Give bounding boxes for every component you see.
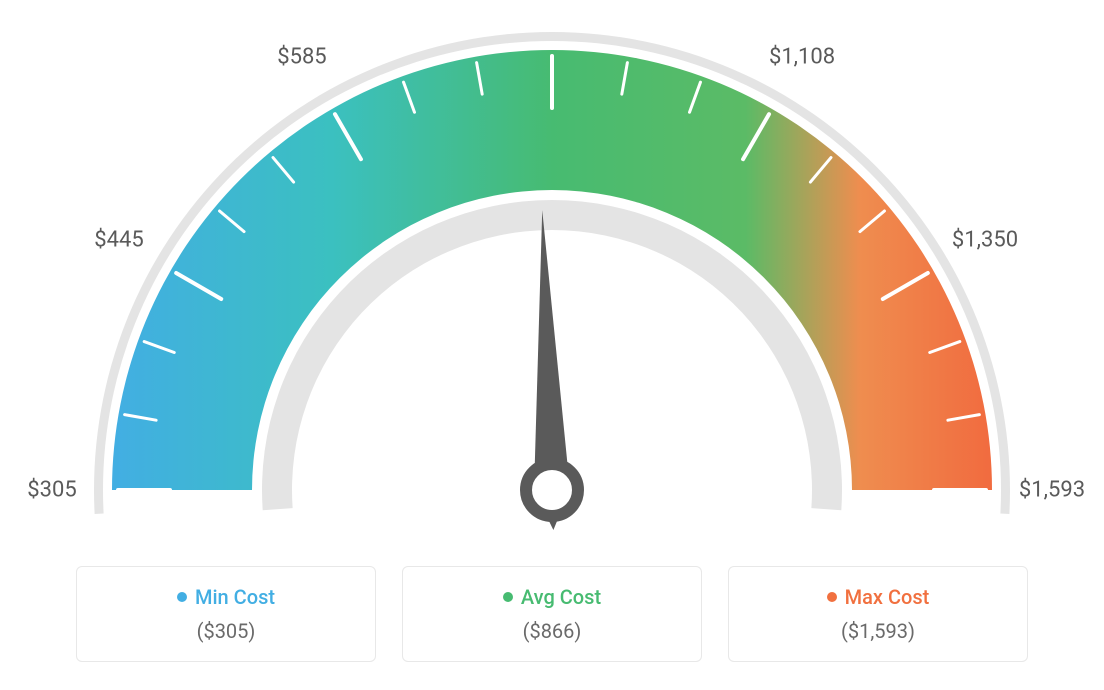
gauge-container: $305 $445 $585 $866 $1,108 $1,350 $1,593 xyxy=(0,0,1104,540)
legend-card: Avg Cost ($866) xyxy=(402,566,702,662)
legend-title: Max Cost xyxy=(845,585,930,609)
legend-row: Min Cost ($305) Avg Cost ($866) Max Cost ($1,… xyxy=(76,566,1028,662)
gauge-tick-label: $445 xyxy=(94,227,143,252)
gauge-tick-label: $1,108 xyxy=(769,45,835,70)
legend-title: Min Cost xyxy=(195,585,275,609)
gauge-tick-label: $1,593 xyxy=(1019,478,1085,503)
legend-value: ($1,593) xyxy=(745,619,1011,643)
gauge-tick-label: $866 xyxy=(527,0,576,3)
legend-dot-icon xyxy=(827,592,837,602)
legend-title-row: Avg Cost xyxy=(419,585,685,609)
gauge-svg xyxy=(0,0,1104,540)
legend-value: ($866) xyxy=(419,619,685,643)
legend-card: Max Cost ($1,593) xyxy=(728,566,1028,662)
gauge-tick-label: $1,350 xyxy=(952,227,1018,252)
legend-title-row: Min Cost xyxy=(93,585,359,609)
gauge-tick-label: $585 xyxy=(277,45,326,70)
legend-title-row: Max Cost xyxy=(745,585,1011,609)
legend-card: Min Cost ($305) xyxy=(76,566,376,662)
legend-title: Avg Cost xyxy=(521,585,601,609)
gauge-tick-label: $305 xyxy=(27,478,76,503)
legend-dot-icon xyxy=(503,592,513,602)
legend-dot-icon xyxy=(177,592,187,602)
legend-value: ($305) xyxy=(93,619,359,643)
